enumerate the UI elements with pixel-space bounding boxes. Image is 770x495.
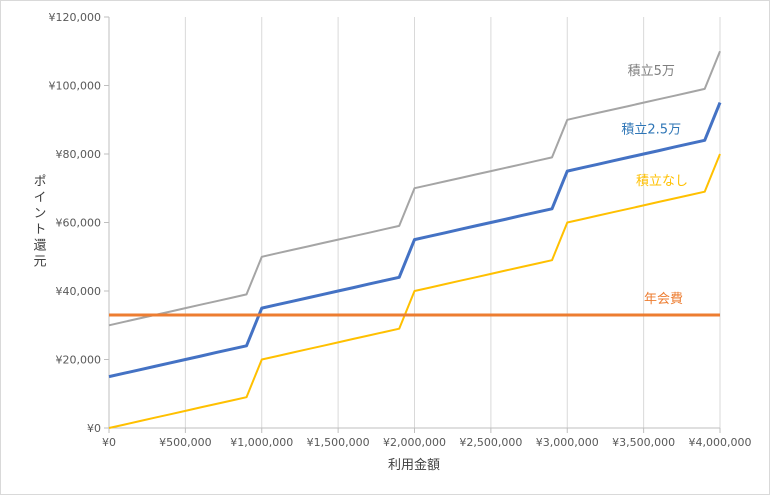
series-label-tsumitate-2-5man: 積立2.5万 <box>621 122 681 137</box>
y-tick-label: ¥120,000 <box>49 11 102 24</box>
y-tick-label: ¥60,000 <box>56 217 102 230</box>
y-tick-label: ¥80,000 <box>56 148 102 161</box>
tick-labels: ¥0 ¥20,000 ¥40,000 ¥60,000 ¥80,000 ¥100,000 ¥1… <box>49 11 752 449</box>
series-label-nenkaihi: 年会費 <box>644 292 683 307</box>
series-line-tsumitate-nashi <box>108 153 721 429</box>
x-axis-title: 利用金額 <box>388 457 440 473</box>
x-tick-label: ¥1,500,000 <box>307 436 370 449</box>
x-tick-label: ¥2,000,000 <box>383 436 446 449</box>
axes <box>104 16 721 433</box>
y-tick-label: ¥40,000 <box>56 285 102 298</box>
x-tick-label: ¥0 <box>102 436 116 449</box>
y-tick-label: ¥100,000 <box>49 80 102 93</box>
series-line-tsumitate-2-5man <box>108 102 722 379</box>
x-tick-label: ¥2,500,000 <box>459 436 522 449</box>
x-tick-label: ¥1,000,000 <box>230 436 293 449</box>
x-tick-label: ¥500,000 <box>159 436 212 449</box>
x-tick-label: ¥3,000,000 <box>536 436 599 449</box>
y-tick-label: ¥20,000 <box>56 354 102 367</box>
series-label-tsumitate-nashi: 積立なし <box>636 174 688 189</box>
series-lines <box>108 50 722 429</box>
y-axis-title: ポイント還元 <box>31 174 47 270</box>
y-tick-label: ¥0 <box>87 422 101 435</box>
x-tick-label: ¥3,500,000 <box>612 436 675 449</box>
series-line-tsumitate-5man <box>108 50 721 327</box>
x-tick-label: ¥4,000,000 <box>689 436 752 449</box>
series-label-tsumitate-5man: 積立5万 <box>628 64 675 79</box>
